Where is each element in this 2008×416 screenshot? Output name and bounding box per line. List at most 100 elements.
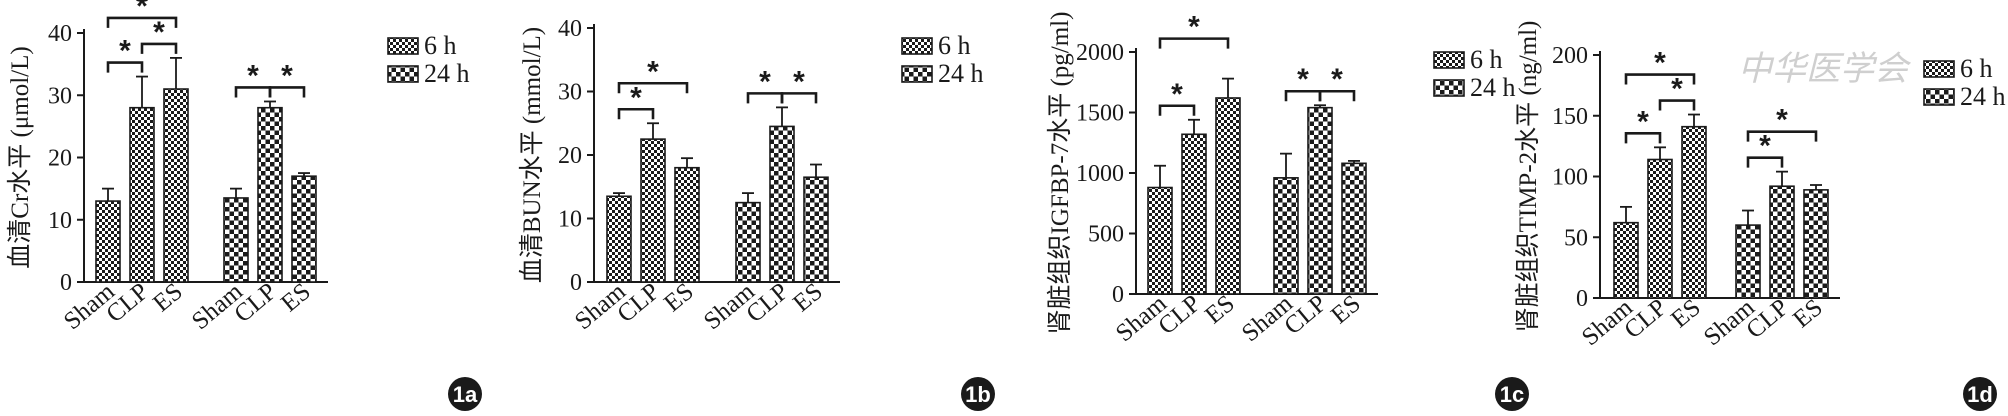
panel-badge: [961, 377, 995, 411]
legend-label-6h: 6 h: [938, 31, 971, 60]
panel-badge-label: 1a: [453, 382, 478, 407]
y-tick-label: 0: [1576, 286, 1588, 312]
y-axis-label: 肾脏组织IGFBP-7水平 (pg/ml): [1046, 12, 1074, 335]
panel-badge: [1963, 377, 1997, 411]
y-tick-label: 2000: [1076, 40, 1124, 66]
category-label-clp: CLP: [612, 278, 664, 328]
significance-star: *: [759, 65, 771, 98]
bar-6h-es: [1215, 97, 1241, 295]
legend-swatch-6h: [387, 37, 419, 55]
bar-6h-clp: [1647, 158, 1673, 299]
category-label-es: ES: [1326, 290, 1366, 329]
category-label-es: ES: [788, 278, 828, 317]
panel-badge-label: 1b: [965, 382, 991, 407]
significance-star: *: [1776, 104, 1788, 137]
y-tick-label: 50: [1564, 225, 1588, 251]
bar-24h-clp: [769, 125, 795, 283]
legend-swatch-6h: [1923, 60, 1955, 78]
significance-bracket: [1746, 130, 1818, 142]
y-tick-label: 40: [558, 16, 582, 42]
significance-bracket: [617, 81, 689, 94]
y-tick-label: 0: [1112, 282, 1124, 308]
bar-6h-es: [163, 88, 189, 283]
significance-star: *: [1188, 11, 1200, 44]
y-tick-label: 20: [48, 146, 72, 172]
significance-star: *: [1671, 73, 1683, 106]
y-axis-label: 肾脏组织TIMP-2水平 (ng/ml): [1514, 21, 1542, 333]
legend-label-6h: 6 h: [1470, 45, 1503, 74]
y-tick-label: 500: [1088, 222, 1124, 248]
significance-star: *: [793, 65, 805, 98]
legend-label-6h: 6 h: [1960, 54, 1993, 83]
y-tick-label: 200: [1552, 43, 1588, 69]
category-label-clp: CLP: [1279, 290, 1331, 340]
significance-bracket: [1158, 104, 1196, 116]
bar-6h-clp: [640, 138, 666, 283]
significance-bracket: [1624, 132, 1662, 144]
y-tick-label: 0: [60, 270, 72, 296]
significance-star: *: [153, 16, 165, 49]
legend-label-24h: 24 h: [1960, 82, 2006, 111]
bar-24h-es: [291, 175, 317, 283]
y-tick-label: 0: [570, 270, 582, 296]
significance-bracket: [140, 42, 178, 54]
significance-bracket: [106, 61, 144, 73]
significance-star: *: [647, 55, 659, 88]
significance-bracket: [1624, 73, 1696, 85]
category-label-clp: CLP: [1153, 290, 1205, 340]
bar-6h-es: [1681, 125, 1707, 299]
category-label-es: ES: [659, 278, 699, 317]
legend-swatch-24h: [1923, 88, 1955, 106]
significance-bracket: [1746, 156, 1784, 168]
significance-star: *: [119, 35, 131, 68]
category-label-es: ES: [1788, 294, 1828, 333]
significance-star: *: [1759, 130, 1771, 163]
y-tick-label: 40: [48, 21, 72, 47]
legend-swatch-24h: [1433, 79, 1465, 97]
significance-bracket: [617, 107, 655, 120]
panel-badge-label: 1d: [1967, 382, 1993, 407]
significance-bracket: [1318, 89, 1356, 102]
legend-label-24h: 24 h: [1470, 73, 1516, 102]
category-label-clp: CLP: [229, 278, 281, 328]
significance-star: *: [1637, 105, 1649, 138]
bar-6h-sham: [95, 200, 121, 283]
y-tick-label: 150: [1552, 104, 1588, 130]
category-label-clp: CLP: [741, 278, 793, 328]
y-tick-label: 10: [48, 208, 72, 234]
y-axis-label: 血清BUN水平 (mmol/L): [518, 27, 546, 283]
significance-star: *: [247, 59, 259, 92]
significance-star: *: [281, 59, 293, 92]
panel-badge: [448, 377, 482, 411]
bar-6h-sham: [606, 195, 632, 283]
category-label-clp: CLP: [1619, 294, 1671, 344]
bar-24h-es: [803, 176, 829, 283]
legend-label-6h: 6 h: [424, 31, 457, 60]
category-label-es: ES: [1200, 290, 1240, 329]
bar-6h-clp: [129, 106, 155, 283]
bar-24h-sham: [1735, 224, 1761, 299]
y-tick-label: 20: [558, 143, 582, 169]
bar-6h-clp: [1181, 133, 1207, 295]
panel-badge: [1495, 377, 1529, 411]
y-tick-label: 1000: [1076, 161, 1124, 187]
bar-24h-sham: [735, 201, 761, 283]
bar-24h-sham: [1273, 177, 1299, 295]
legend-swatch-6h: [901, 37, 933, 55]
significance-bracket: [1658, 99, 1696, 111]
category-label-clp: CLP: [101, 278, 153, 328]
bar-24h-es: [1803, 189, 1829, 299]
legend-label-24h: 24 h: [938, 59, 984, 88]
bar-24h-es: [1341, 162, 1367, 295]
category-label-es: ES: [276, 278, 316, 317]
bar-24h-sham: [223, 197, 249, 283]
significance-bracket: [1158, 37, 1230, 49]
y-tick-label: 30: [558, 80, 582, 106]
legend-swatch-24h: [901, 65, 933, 83]
y-axis-label: 血清Cr水平 (μmol/L): [6, 46, 34, 268]
